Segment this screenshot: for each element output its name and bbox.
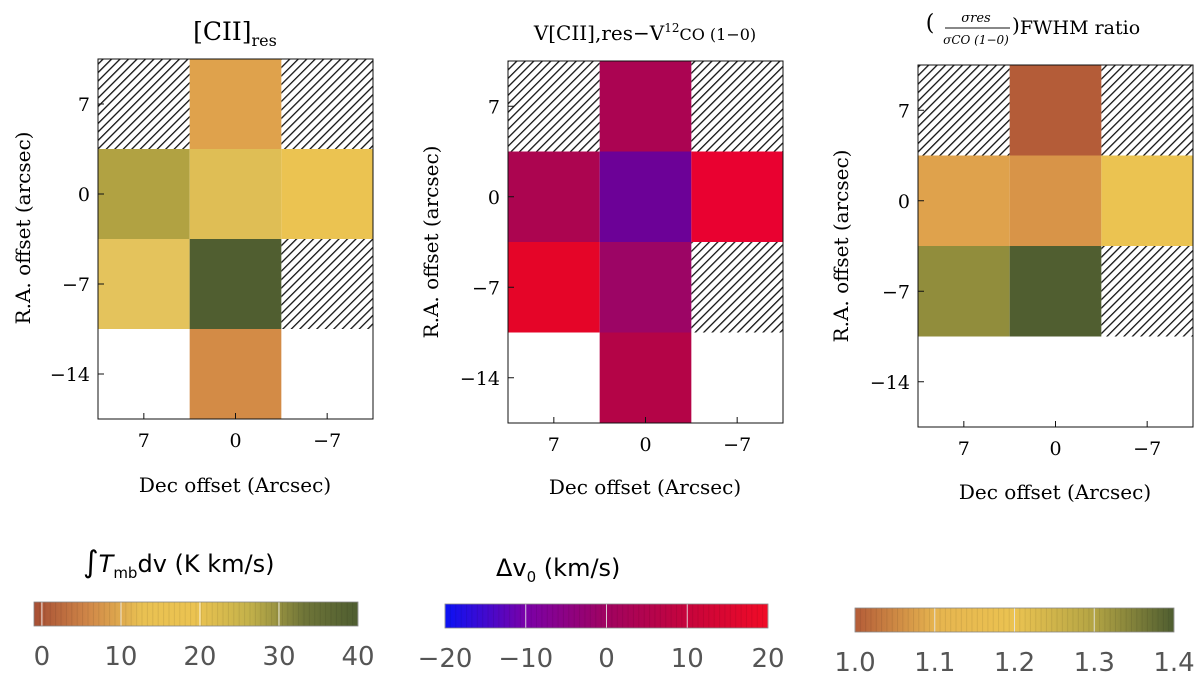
heatmap-cell: [599, 61, 692, 152]
y-tick-label: 0: [898, 191, 910, 213]
y-axis-label: R.A. offset (arcsec): [419, 146, 443, 339]
colorbar-tick-label: 30: [262, 642, 295, 672]
y-tick-label: 0: [488, 187, 500, 209]
y-tick-label: 7: [78, 94, 90, 116]
colorbar-tick-label: 1.0: [834, 648, 875, 675]
heatmap-cell: [189, 149, 282, 239]
heatmap-cell: [98, 149, 190, 239]
x-tick-label: 7: [138, 430, 150, 452]
colorbar-frame: [854, 607, 1175, 633]
colorbar-tick-label: 40: [341, 642, 374, 672]
hatched-cell: [98, 59, 190, 149]
x-axis-label: Dec offset (Arcsec): [959, 480, 1151, 504]
x-tick-label: −7: [313, 430, 341, 452]
y-tick-label: 0: [78, 184, 90, 206]
y-tick-label: −14: [870, 372, 910, 394]
hatched-cell: [281, 239, 373, 329]
x-tick-label: −7: [1133, 438, 1161, 460]
panel-title: (: [926, 11, 935, 36]
heatmap-cell: [1101, 155, 1193, 246]
heatmap-cell: [918, 155, 1010, 246]
panel-cii-intensity: [CII]res 7 0 −7 7 0 −7 −14 Dec offset (Arcsec…: [11, 17, 374, 497]
heatmap-cell: [508, 151, 600, 242]
colorbar-velocity: Δv0 (km/s) −20 −10 0 10 20: [418, 554, 785, 674]
colorbar-tick-label: −20: [418, 644, 473, 674]
heatmap-cell: [599, 151, 692, 242]
y-axis-label: R.A. offset (arcsec): [829, 150, 853, 343]
colorbar-intensity: ∫Tmbdv (K km/s) 0 10 20 30 40: [33, 545, 375, 672]
heatmap-cell: [599, 242, 692, 333]
y-tick-label: −7: [882, 281, 910, 303]
x-tick-label: 7: [958, 438, 970, 460]
colorbar-gradient: [34, 602, 358, 626]
colorbar-tick-label: 10: [104, 642, 137, 672]
colorbar-fwhm-ratio: 1.0 1.1 1.2 1.3 1.4: [834, 607, 1195, 675]
y-tick-label: 7: [898, 100, 910, 122]
y-tick-label: −7: [472, 277, 500, 299]
heatmap-cell: [189, 329, 282, 419]
x-axis-label: Dec offset (Arcsec): [549, 475, 741, 499]
colorbar-tick-label: 1.3: [1074, 648, 1115, 675]
heatmap-cell: [508, 242, 600, 333]
heatmap-cell: [1009, 246, 1102, 337]
colorbar-tick-label: 1.1: [914, 648, 955, 675]
heatmap-cell: [189, 239, 282, 329]
fraction-numerator: σres: [961, 11, 991, 26]
colorbar-tick-label: 0: [34, 642, 51, 672]
y-tick-label: −14: [460, 368, 500, 390]
colorbar-tick-label: −10: [498, 644, 553, 674]
y-tick-label: 7: [488, 96, 500, 118]
y-tick-label: −7: [62, 274, 90, 296]
x-tick-label: 7: [548, 434, 560, 456]
hatched-cell: [691, 242, 783, 333]
y-axis-label: R.A. offset (arcsec): [11, 132, 35, 325]
x-tick-label: −7: [723, 434, 751, 456]
heatmap-cell: [918, 246, 1010, 337]
hatched-cell: [1101, 65, 1193, 156]
colorbar-frame: [33, 601, 359, 627]
colorbar-label: ∫Tmbdv (K km/s): [83, 545, 274, 582]
x-tick-label: 0: [639, 434, 651, 456]
x-axis-label: Dec offset (Arcsec): [139, 473, 331, 497]
panel-fwhm-ratio: ( σres σCO (1−0) )FWHM ratio 7 0 −7 7 0 −7 −1…: [829, 11, 1194, 504]
x-tick-label: 0: [229, 430, 241, 452]
panel-title: [CII]res: [193, 17, 277, 50]
title-fraction: σres σCO (1−0): [943, 11, 1010, 47]
heatmap-cell: [599, 332, 692, 423]
hatched-cell: [281, 59, 373, 149]
colorbar-tick-label: 10: [671, 644, 704, 674]
hatched-cell: [918, 65, 1010, 156]
heatmap-cell: [189, 59, 282, 149]
heatmap-cell: [1009, 155, 1102, 246]
colorbar-frame: [444, 603, 769, 629]
colorbar-tick-label: 20: [183, 642, 216, 672]
hatched-cell: [1101, 246, 1193, 337]
hatched-cell: [508, 61, 600, 152]
colorbar-label: Δv0 (km/s): [496, 554, 620, 586]
colorbar-tick-label: 1.4: [1153, 648, 1194, 675]
colorbar-tick-label: 0: [598, 644, 615, 674]
heatmap-cell: [281, 149, 373, 239]
heatmap-cell: [691, 151, 783, 242]
hatched-cell: [691, 61, 783, 152]
heatmap-cell: [1009, 65, 1102, 156]
y-tick-label: −14: [50, 364, 90, 386]
panel-title-tail: )FWHM ratio: [1012, 13, 1140, 39]
fraction-denominator: σCO (1−0): [943, 33, 1009, 47]
colorbar-tick-label: 20: [751, 644, 784, 674]
panel-velocity-offset: V[CII],res−V12CO (1−0) 7 0 −7 7 0 −7 −14 Dec …: [419, 21, 784, 499]
panel-title: V[CII],res−V12CO (1−0): [533, 21, 756, 45]
x-tick-label: 0: [1049, 438, 1061, 460]
colorbar-tick-label: 1.2: [994, 648, 1035, 675]
heatmap-cell: [98, 239, 190, 329]
